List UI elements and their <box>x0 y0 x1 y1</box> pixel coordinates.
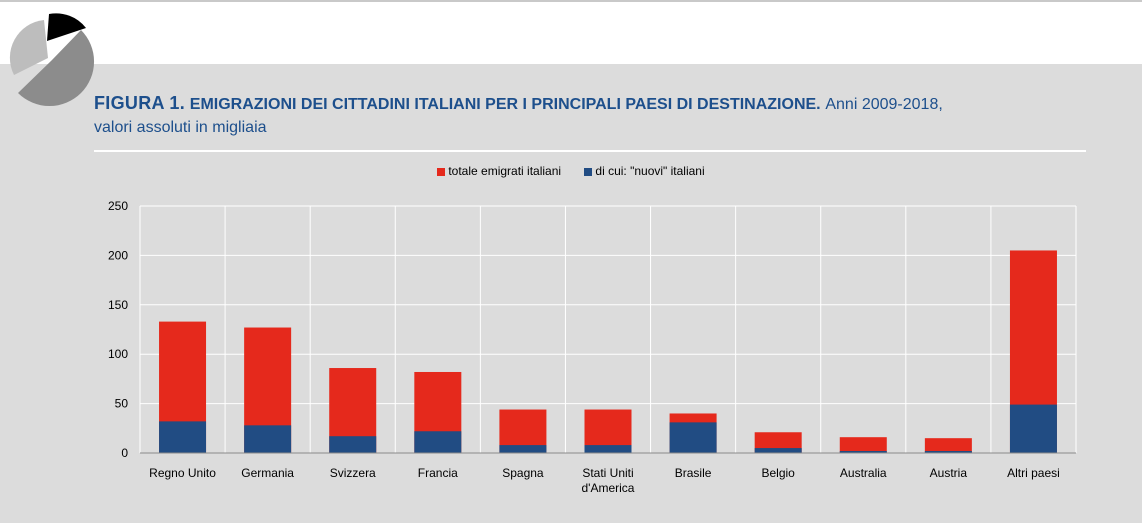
top-rule <box>0 0 1142 2</box>
y-tick-label-4: 200 <box>108 248 128 262</box>
bar-new-1 <box>244 425 292 453</box>
legend-swatch-new <box>584 167 593 176</box>
x-tick-label-0: Regno Unito <box>149 466 216 480</box>
bar-new-3 <box>414 431 462 453</box>
bar-new-10 <box>1009 404 1057 453</box>
y-tick-label-2: 100 <box>108 347 128 361</box>
bar-new-9 <box>924 451 972 453</box>
legend-label-total: totale emigrati italiani <box>448 164 562 178</box>
title-subtitle-1: Anni 2009-2018, <box>825 96 943 113</box>
x-tick-label-10: Altri paesi <box>1007 466 1060 480</box>
bar-total-8 <box>839 437 887 453</box>
y-tick-label-1: 50 <box>115 397 129 411</box>
title-subtitle-2: valori assoluti in migliaia <box>94 119 267 136</box>
bar-new-7 <box>754 448 802 453</box>
x-tick-label-2: Svizzera <box>330 466 376 480</box>
legend-swatch-total <box>437 167 446 176</box>
bar-total-9 <box>924 438 972 453</box>
x-tick-label-4: Spagna <box>502 466 544 480</box>
bar-new-8 <box>839 451 887 453</box>
title-bold: EMIGRAZIONI DEI CITTADINI ITALIANI PER I… <box>189 96 821 113</box>
y-tick-label-0: 0 <box>121 446 128 460</box>
figure-title: FIGURA 1. EMIGRAZIONI DEI CITTADINI ITAL… <box>94 92 1104 139</box>
x-tick-label-9: Austria <box>930 466 968 480</box>
x-tick-label-7: Belgio <box>762 466 796 480</box>
pie-logo-icon <box>9 13 95 107</box>
title-divider <box>94 150 1086 152</box>
chart-legend: totale emigrati italiani di cui: "nuovi"… <box>0 164 1142 178</box>
y-tick-label-5: 250 <box>108 199 128 213</box>
x-tick-label-3: Francia <box>418 466 458 480</box>
bar-new-6 <box>669 422 717 453</box>
bar-new-2 <box>329 436 377 453</box>
legend-label-new: di cui: "nuovi" italiani <box>595 164 705 178</box>
x-tick-label-5: Stati Uniti d'America <box>582 466 635 495</box>
bar-new-0 <box>159 421 207 453</box>
bar-new-5 <box>584 445 632 453</box>
x-tick-label-1: Germania <box>241 466 294 480</box>
figure-label: FIGURA 1. <box>94 93 186 113</box>
bar-new-4 <box>499 445 547 453</box>
legend-item-new: di cui: "nuovi" italiani <box>584 164 705 178</box>
x-tick-label-6: Brasile <box>675 466 712 480</box>
x-tick-label-8: Australia <box>840 466 887 480</box>
legend-item-total: totale emigrati italiani <box>437 164 561 178</box>
y-tick-label-3: 150 <box>108 298 128 312</box>
bar-total-7 <box>754 432 802 453</box>
